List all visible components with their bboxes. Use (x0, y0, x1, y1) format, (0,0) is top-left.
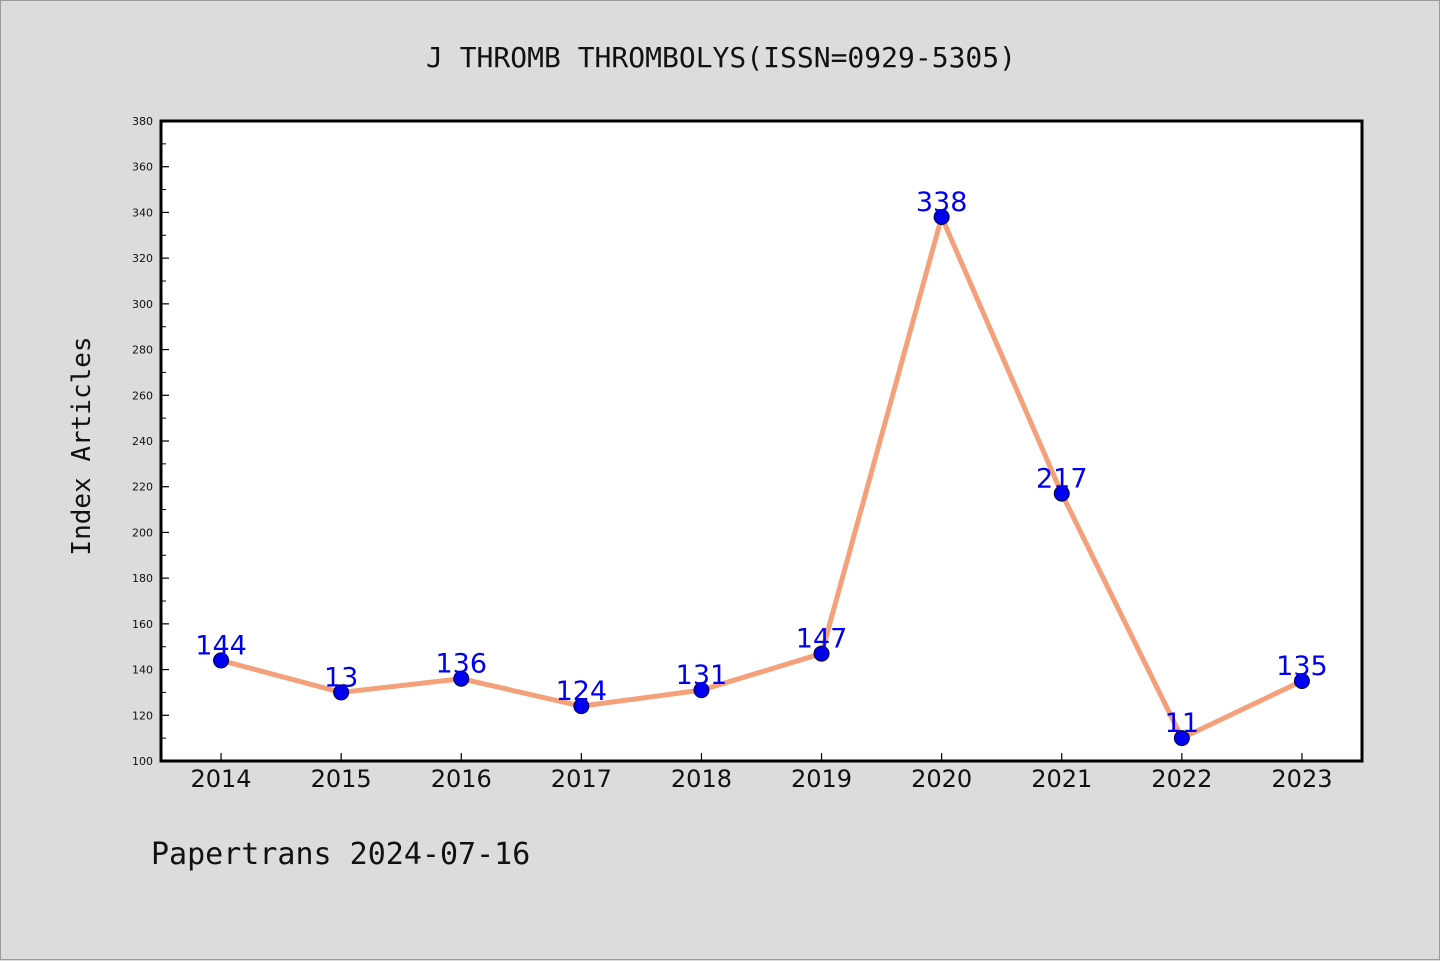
series-index-articles: 144 13 136 124 131 147 338 217 11 135 (195, 187, 1328, 747)
data-label: 135 (1276, 651, 1328, 682)
data-label: 124 (556, 676, 608, 707)
x-tick-label: 2023 (1271, 765, 1332, 793)
data-point (1173, 730, 1190, 747)
x-tick-label: 2015 (311, 765, 372, 793)
y-tick-label: 280 (132, 344, 153, 357)
data-label: 131 (676, 660, 728, 691)
y-tick-label: 180 (132, 572, 153, 585)
y-tick-label: 380 (132, 115, 153, 128)
data-label: 11 (1165, 708, 1199, 739)
y-tick-label: 160 (132, 618, 153, 631)
data-point (573, 698, 590, 715)
data-label: 136 (435, 649, 487, 680)
data-label: 217 (1036, 464, 1088, 495)
x-tick-label: 2019 (791, 765, 852, 793)
data-label: 13 (324, 662, 358, 693)
footer-source-date: Papertrans 2024-07-16 (151, 837, 530, 872)
data-point (813, 645, 830, 662)
data-point (693, 682, 710, 699)
plot-area (159, 119, 1364, 763)
x-tick-label: 2018 (671, 765, 732, 793)
x-tick-label: 2020 (911, 765, 972, 793)
y-tick-label: 320 (132, 252, 153, 265)
y-axis: 100 120 140 160 180 200 220 240 260 280 300 320 340 3… (132, 115, 169, 768)
series-line (220, 214, 1304, 741)
y-tick-label: 220 (132, 481, 153, 494)
y-tick-label: 260 (132, 389, 153, 402)
data-label: 338 (916, 187, 968, 218)
y-axis-label: Index Articles (67, 336, 97, 555)
x-tick-label: 2016 (431, 765, 492, 793)
data-point (1293, 673, 1310, 689)
data-point (1053, 485, 1070, 502)
y-tick-label: 360 (132, 161, 153, 174)
chart-title: J THROMB THROMBOLYS(ISSN=0929-5305) (426, 41, 1016, 74)
x-tick-label: 2021 (1031, 765, 1092, 793)
data-point (213, 652, 230, 669)
x-axis: 2014 2015 2016 2017 2018 2019 2020 2021 2022 2023 (191, 753, 1332, 793)
data-label: 144 (195, 630, 247, 661)
x-tick-label: 2014 (191, 765, 252, 793)
data-point (333, 684, 350, 701)
x-tick-label: 2017 (551, 765, 612, 793)
data-label: 147 (796, 624, 848, 655)
y-tick-label: 100 (132, 755, 153, 768)
data-point (453, 670, 470, 687)
y-tick-label: 300 (132, 298, 153, 311)
x-tick-label: 2022 (1151, 765, 1212, 793)
y-tick-label: 120 (132, 709, 153, 722)
data-point (933, 209, 950, 225)
y-tick-label: 140 (132, 664, 153, 677)
y-tick-label: 340 (132, 206, 153, 219)
y-tick-label: 200 (132, 526, 153, 539)
y-tick-label: 240 (132, 435, 153, 448)
